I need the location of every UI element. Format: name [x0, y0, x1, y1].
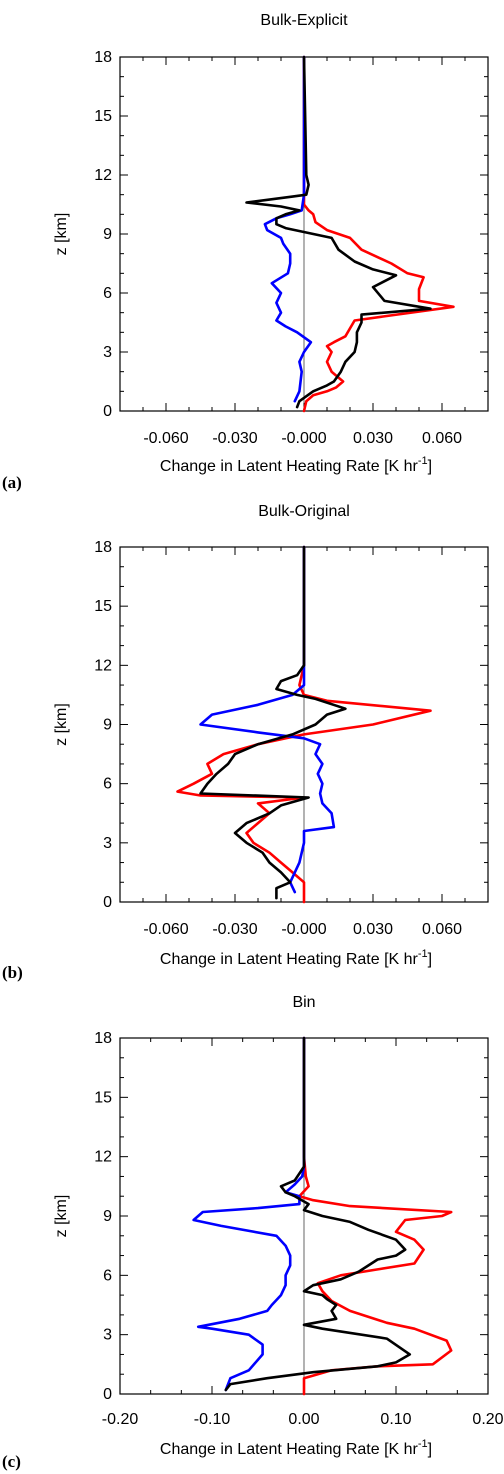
chart-title: Bulk-Original — [258, 503, 350, 520]
x-tick-label: -0.060 — [143, 921, 188, 938]
x-tick-label: 0.030 — [353, 430, 393, 447]
chart-panel-3: Bin 0 3 6 9 12 15 18 -0.20 -0.10 0.00 0.10 0.20 z [km… — [2, 994, 504, 1471]
y-tick-label: 18 — [94, 539, 112, 556]
x-tick-label: -0.10 — [194, 1411, 231, 1428]
x-tick-label: -0.030 — [212, 921, 257, 938]
panel-label: (a) — [2, 473, 22, 492]
y-axis-label: z [km] — [53, 703, 70, 746]
x-axis-label: Change in Latent Heating Rate [K hr-1] — [160, 455, 432, 475]
x-tick-label: 0.20 — [472, 1411, 503, 1428]
x-axis-label-end: ] — [428, 951, 432, 968]
y-tick-label: 6 — [103, 285, 112, 302]
y-tick-label: 0 — [103, 894, 112, 911]
y-tick-label: 9 — [103, 1208, 112, 1225]
series-line-1 — [298, 1036, 453, 1396]
x-axis-label-main: Change in Latent Heating Rate [K hr — [160, 1441, 419, 1458]
y-tick-label: 12 — [94, 167, 112, 184]
x-axis-label-end: ] — [428, 458, 432, 475]
panel-label: (b) — [2, 963, 23, 982]
x-axis-label-superscript: -1 — [418, 948, 428, 960]
series-line-1 — [302, 55, 455, 413]
series-line-3 — [245, 55, 432, 409]
y-tick-label: 12 — [94, 657, 112, 674]
y-tick-label: 0 — [103, 1386, 112, 1403]
x-tick-label: 0.060 — [422, 921, 462, 938]
y-tick-label: 6 — [103, 776, 112, 793]
y-tick-label: 15 — [94, 108, 112, 125]
y-tick-label: 9 — [103, 717, 112, 734]
y-tick-label: 3 — [103, 344, 112, 361]
series-line-2 — [192, 1036, 306, 1392]
x-axis-label: Change in Latent Heating Rate [K hr-1] — [160, 1438, 432, 1458]
y-axis-label: z [km] — [53, 213, 70, 256]
y-tick-label: 12 — [94, 1149, 112, 1166]
x-tick-label: 0.060 — [422, 430, 462, 447]
y-tick-label: 3 — [103, 1327, 112, 1344]
x-tick-label: -0.060 — [143, 430, 188, 447]
series-line-3 — [199, 545, 347, 900]
x-axis-label-main: Change in Latent Heating Rate [K hr — [160, 458, 419, 475]
y-tick-label: 9 — [103, 226, 112, 243]
y-tick-label: 3 — [103, 835, 112, 852]
x-axis-label-main: Change in Latent Heating Rate [K hr — [160, 951, 419, 968]
y-tick-label: 0 — [103, 403, 112, 420]
chart-panel-1: Bulk-Explicit 0 3 6 9 12 15 18 -0.060 -0.030 -0.00… — [2, 12, 489, 492]
series-line-2 — [199, 545, 336, 894]
x-tick-label: 0.10 — [380, 1411, 411, 1428]
x-tick-label: -0.030 — [212, 430, 257, 447]
x-axis-label-superscript: -1 — [418, 455, 428, 467]
y-tick-label: 15 — [94, 1089, 112, 1106]
x-tick-label: 0.00 — [288, 1411, 319, 1428]
series-line-3 — [224, 1036, 412, 1392]
x-tick-label: -0.20 — [102, 1411, 139, 1428]
chart-title: Bulk-Explicit — [260, 12, 348, 29]
y-axis-label: z [km] — [53, 1195, 70, 1238]
x-tick-label: -0.000 — [281, 430, 326, 447]
x-axis-label: Change in Latent Heating Rate [K hr-1] — [160, 948, 432, 968]
x-tick-label: -0.000 — [281, 921, 326, 938]
y-tick-label: 18 — [94, 1030, 112, 1047]
panel-label: (c) — [2, 1452, 21, 1471]
x-tick-label: 0.030 — [353, 921, 393, 938]
x-axis-label-end: ] — [428, 1441, 432, 1458]
chart-title: Bin — [292, 994, 315, 1011]
series-line-1 — [176, 545, 432, 904]
chart-panel-2: Bulk-Original 0 3 6 9 12 15 18 -0.060 -0.030 -0.00… — [2, 503, 489, 982]
y-tick-label: 6 — [103, 1267, 112, 1284]
y-tick-label: 18 — [94, 49, 112, 66]
x-axis-label-superscript: -1 — [418, 1438, 428, 1450]
y-tick-label: 15 — [94, 598, 112, 615]
